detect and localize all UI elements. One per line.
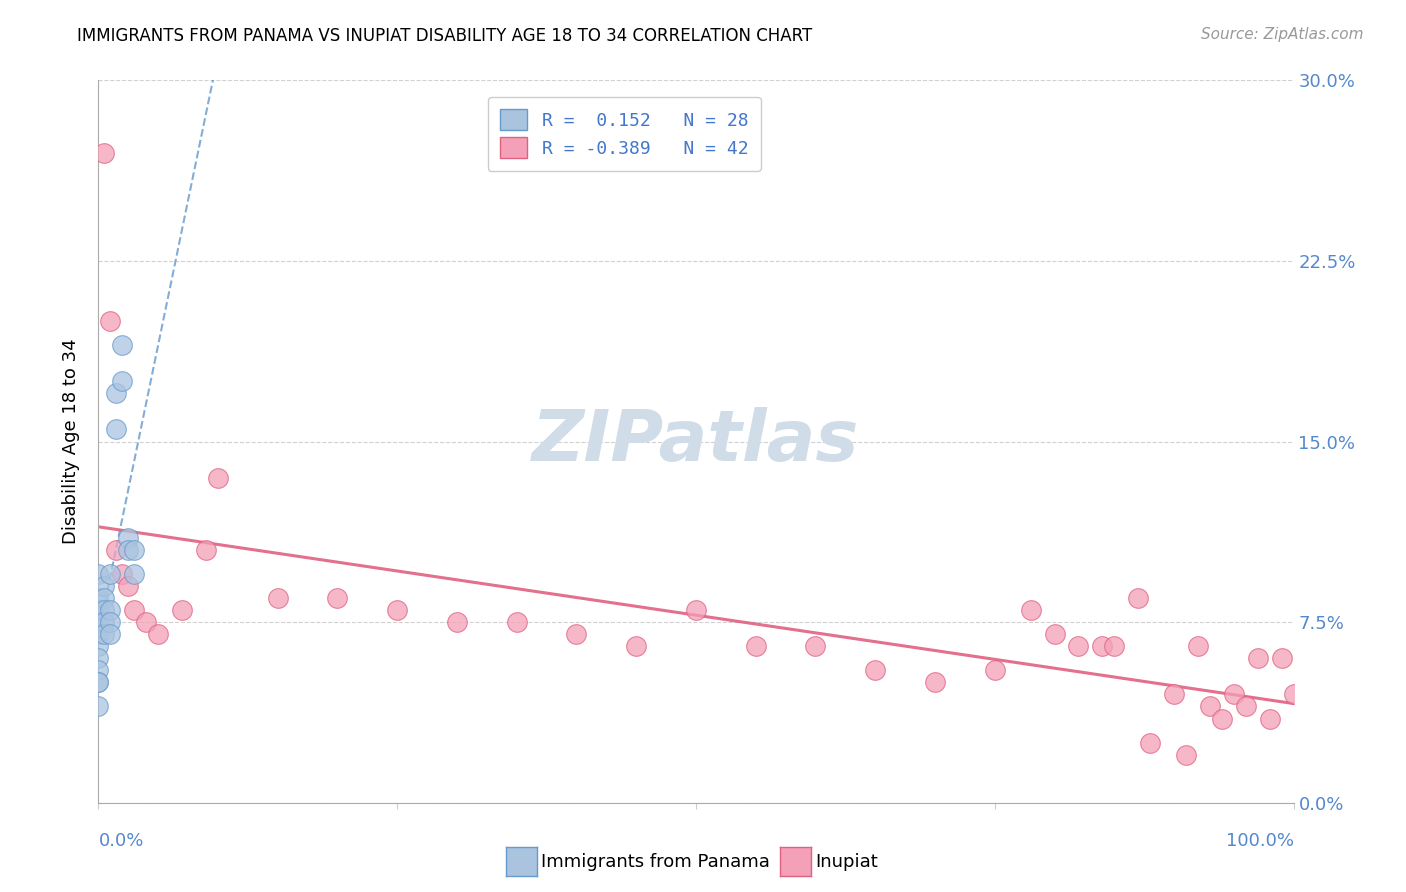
Text: Inupiat: Inupiat bbox=[815, 853, 879, 871]
Point bbox=[98, 603, 122, 617]
Point bbox=[87, 627, 110, 641]
Point bbox=[135, 615, 157, 630]
Point bbox=[172, 603, 194, 617]
Point bbox=[1043, 627, 1066, 641]
Text: 0.0%: 0.0% bbox=[98, 831, 143, 850]
Point bbox=[87, 639, 110, 653]
Point bbox=[87, 699, 110, 714]
Point bbox=[117, 542, 139, 557]
Point bbox=[93, 145, 115, 160]
Point bbox=[124, 567, 146, 582]
Point bbox=[1211, 712, 1233, 726]
Point bbox=[111, 338, 134, 352]
Point bbox=[1128, 591, 1150, 606]
Point bbox=[93, 579, 115, 593]
Point bbox=[626, 639, 648, 653]
Point bbox=[1199, 699, 1222, 714]
Point bbox=[93, 591, 115, 606]
Point bbox=[93, 615, 115, 630]
Point bbox=[207, 471, 229, 485]
Point bbox=[924, 675, 946, 690]
Text: IMMIGRANTS FROM PANAMA VS INUPIAT DISABILITY AGE 18 TO 34 CORRELATION CHART: IMMIGRANTS FROM PANAMA VS INUPIAT DISABI… bbox=[77, 27, 813, 45]
Point bbox=[1163, 687, 1185, 701]
Y-axis label: Disability Age 18 to 34: Disability Age 18 to 34 bbox=[62, 339, 80, 544]
Point bbox=[1282, 687, 1305, 701]
Point bbox=[87, 567, 110, 582]
Point bbox=[117, 531, 139, 545]
Point bbox=[117, 579, 139, 593]
Point bbox=[105, 423, 128, 437]
Legend: R =  0.152   N = 28, R = -0.389   N = 42: R = 0.152 N = 28, R = -0.389 N = 42 bbox=[488, 96, 761, 170]
Point bbox=[98, 627, 122, 641]
Point bbox=[1187, 639, 1209, 653]
Point bbox=[1271, 651, 1294, 665]
Point bbox=[93, 603, 115, 617]
Point bbox=[87, 591, 110, 606]
Point bbox=[1234, 699, 1257, 714]
Point bbox=[98, 615, 122, 630]
Point bbox=[93, 627, 115, 641]
Point bbox=[1223, 687, 1246, 701]
Point bbox=[124, 542, 146, 557]
Point bbox=[326, 591, 349, 606]
Point bbox=[124, 603, 146, 617]
Text: Source: ZipAtlas.com: Source: ZipAtlas.com bbox=[1201, 27, 1364, 42]
Point bbox=[105, 386, 128, 401]
Point bbox=[446, 615, 468, 630]
Point bbox=[745, 639, 768, 653]
Point bbox=[267, 591, 290, 606]
Point bbox=[1258, 712, 1281, 726]
Point bbox=[87, 675, 110, 690]
Point bbox=[1175, 747, 1198, 762]
Point bbox=[565, 627, 588, 641]
Point bbox=[111, 567, 134, 582]
Point bbox=[1247, 651, 1270, 665]
Point bbox=[87, 603, 110, 617]
Point bbox=[385, 603, 409, 617]
Point bbox=[87, 651, 110, 665]
Point bbox=[804, 639, 827, 653]
Point bbox=[984, 664, 1007, 678]
Point bbox=[87, 615, 110, 630]
Point bbox=[1067, 639, 1090, 653]
Text: ZIPatlas: ZIPatlas bbox=[533, 407, 859, 476]
Point bbox=[105, 542, 128, 557]
Point bbox=[1104, 639, 1126, 653]
Point bbox=[98, 567, 122, 582]
Point bbox=[148, 627, 170, 641]
Point bbox=[111, 375, 134, 389]
Point bbox=[1091, 639, 1114, 653]
Point bbox=[865, 664, 887, 678]
Point bbox=[195, 542, 218, 557]
Point bbox=[1019, 603, 1042, 617]
Point bbox=[685, 603, 707, 617]
Point bbox=[506, 615, 529, 630]
Point bbox=[87, 675, 110, 690]
Point bbox=[87, 664, 110, 678]
Point bbox=[98, 314, 122, 328]
Point bbox=[1139, 735, 1161, 749]
Text: Immigrants from Panama: Immigrants from Panama bbox=[541, 853, 770, 871]
Text: 100.0%: 100.0% bbox=[1226, 831, 1294, 850]
